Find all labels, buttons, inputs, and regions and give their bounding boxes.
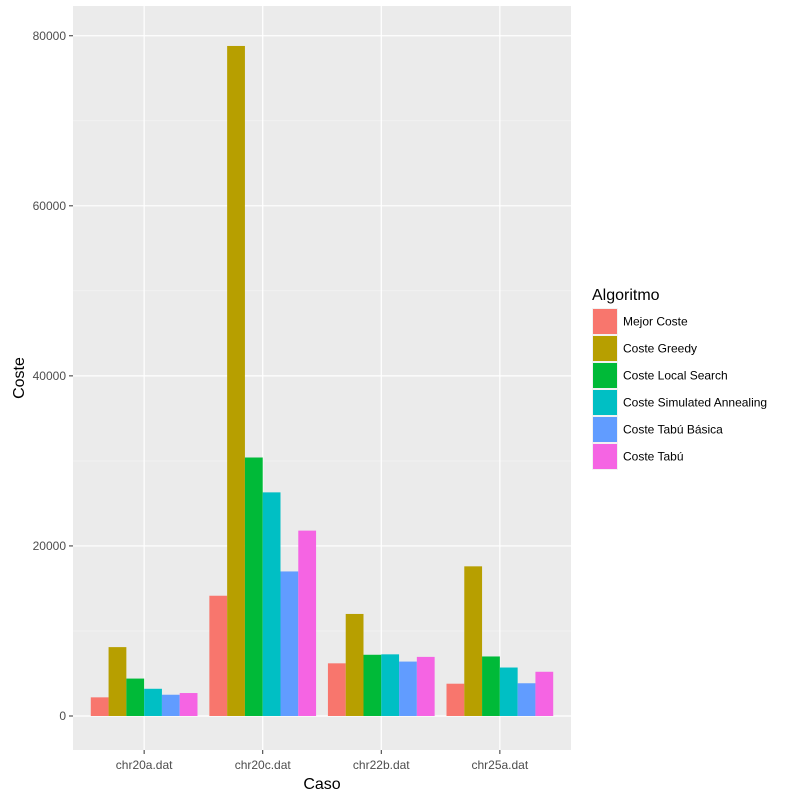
legend-key-swatch (593, 417, 617, 442)
bar (298, 530, 317, 716)
legend-key-swatch (593, 363, 617, 388)
legend-item-label: Coste Tabú (623, 450, 684, 464)
legend-key-swatch (593, 390, 617, 415)
legend-item-label: Coste Simulated Annealing (623, 396, 767, 410)
legend-title: Algoritmo (592, 287, 660, 304)
y-tick-label: 60000 (33, 199, 67, 213)
legend-item-label: Coste Greedy (623, 342, 697, 356)
legend-item-label: Coste Local Search (623, 369, 728, 383)
bar (517, 683, 536, 716)
bar (381, 654, 400, 716)
y-tick-label: 80000 (33, 29, 67, 43)
bar (90, 697, 109, 716)
bar (464, 566, 483, 716)
bar (108, 647, 127, 716)
bars (90, 45, 554, 716)
legend-item-label: Mejor Coste (623, 315, 688, 329)
bar (363, 654, 382, 716)
bar (244, 457, 263, 716)
x-tick-label: chr22b.dat (353, 758, 410, 772)
legend-key-swatch (593, 309, 617, 334)
x-axis: chr20a.dat chr20c.dat chr22b.dat chr25a.dat (116, 750, 529, 772)
bar (345, 613, 364, 716)
x-tick-label: chr20a.dat (116, 758, 173, 772)
grid-lines (73, 6, 571, 750)
bar (416, 656, 435, 716)
bar (482, 656, 500, 716)
legend-key-swatch (593, 336, 617, 361)
bar (262, 492, 281, 716)
bar (446, 683, 465, 716)
bar (535, 671, 554, 716)
bar (126, 678, 145, 716)
bar (280, 571, 299, 716)
y-tick-label: 0 (59, 709, 66, 723)
bar (499, 667, 518, 716)
bar (227, 45, 245, 716)
x-tick-label: chr25a.dat (471, 758, 528, 772)
bar (161, 694, 180, 716)
y-tick-label: 40000 (33, 369, 67, 383)
y-tick-label: 20000 (33, 539, 67, 553)
x-axis-title: Caso (303, 776, 340, 793)
y-axis: 0 20000 40000 60000 80000 (33, 29, 73, 723)
bar (179, 693, 198, 716)
bar (327, 663, 346, 716)
bar (399, 661, 417, 716)
x-tick-label: chr20c.dat (235, 758, 292, 772)
bar (209, 595, 228, 716)
legend-item-label: Coste Tabú Básica (623, 423, 723, 437)
legend-key-swatch (593, 444, 617, 469)
plot-panel (73, 6, 571, 750)
bar (144, 688, 162, 716)
y-axis-title: Coste (11, 357, 28, 399)
legend: Algoritmo Mejor Coste Coste Greedy Coste L… (592, 287, 767, 470)
